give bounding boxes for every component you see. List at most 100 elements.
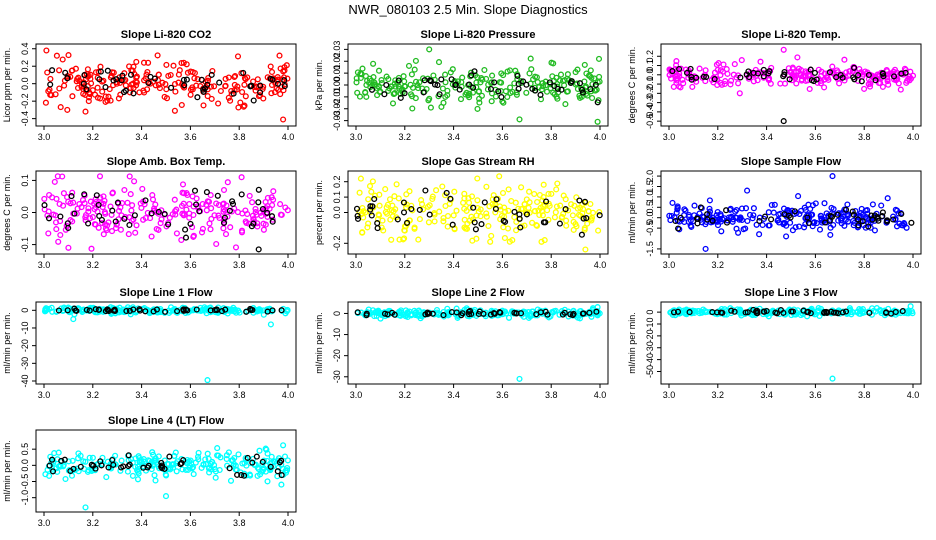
data-point [277,211,284,218]
data-point [376,202,383,209]
data-point [452,81,459,88]
data-point [569,212,576,219]
data-point [731,308,738,315]
data-point [436,91,443,98]
data-point [83,86,90,93]
plot-frame [347,301,609,385]
data-point [241,472,248,479]
data-point [554,180,561,187]
data-point [372,192,379,199]
data-point [86,307,93,314]
scatter-points [41,304,291,383]
data-point [61,456,68,463]
data-point [235,451,242,458]
data-point [411,225,418,232]
data-point [94,94,101,101]
y-tick-label: 0.2 [645,50,655,63]
data-point [444,305,451,312]
data-point [148,233,155,240]
data-point [238,227,246,234]
data-point [128,207,135,214]
x-tick-label: 3.2 [712,390,725,400]
data-point [204,450,211,457]
data-point [64,307,71,314]
data-point [743,71,750,78]
data-point [697,204,704,211]
data-point [184,307,191,314]
data-point [130,63,137,70]
data-point [824,74,831,82]
data-point [498,93,505,101]
data-point [807,66,814,73]
data-point [215,212,222,219]
data-point [478,92,485,99]
data-point [538,238,545,245]
data-point [244,210,251,218]
data-point [356,93,364,100]
data-point [41,195,48,202]
x-tick-label: 3.2 [712,260,725,270]
panel-title: Slope Li-820 Temp. [741,29,840,41]
data-point [553,203,560,210]
data-point [370,60,377,67]
data-point [471,219,478,226]
data-point [440,99,447,106]
data-point [498,79,505,86]
data-point [781,211,788,218]
data-point [46,462,53,469]
data-point [238,472,245,479]
data-point [208,205,215,212]
data-point [796,223,803,230]
data-point [179,210,186,217]
data-point [267,463,274,470]
data-point [163,61,170,68]
data-point [180,306,187,313]
series-reference [47,67,288,104]
data-point [180,200,187,207]
y-tick-label: 0.2 [332,175,342,188]
data-point [88,80,95,87]
data-point [42,306,49,313]
data-point [568,78,575,85]
data-point [531,190,538,198]
data-point [802,221,809,228]
data-point [777,306,784,314]
data-point [222,306,229,313]
data-point [517,224,524,231]
data-point [121,186,128,194]
data-point [480,310,487,317]
data-point [230,460,238,468]
data-point [166,453,173,460]
data-point [864,207,871,214]
data-point [112,452,119,459]
data-point [448,76,455,83]
data-point [849,208,856,215]
data-point [140,464,147,471]
data-point [260,220,267,227]
data-point [125,452,132,459]
data-point [174,308,181,315]
data-point [199,200,206,208]
data-point [858,78,865,85]
panel-title: Slope Line 2 Flow [432,287,525,299]
x-tick-label: 3.8 [545,132,558,142]
data-point [356,189,363,196]
data-point [583,215,590,222]
data-point [581,225,588,232]
data-point [145,462,152,469]
panels-grid: Slope Li-820 CO2 Licor ppm per min. 3.0 3.2… [2,29,922,528]
data-point [469,237,476,244]
data-point [439,85,446,92]
data-point [554,95,561,102]
data-point [472,72,479,79]
data-point [204,93,211,100]
data-point [887,70,894,77]
data-point [443,189,450,196]
data-point [668,75,675,82]
data-point [512,67,519,74]
data-point [133,222,140,229]
plot-frame [35,301,297,385]
x-tick-label: 3.2 [712,132,725,142]
data-point [426,95,433,102]
data-point [57,104,64,111]
